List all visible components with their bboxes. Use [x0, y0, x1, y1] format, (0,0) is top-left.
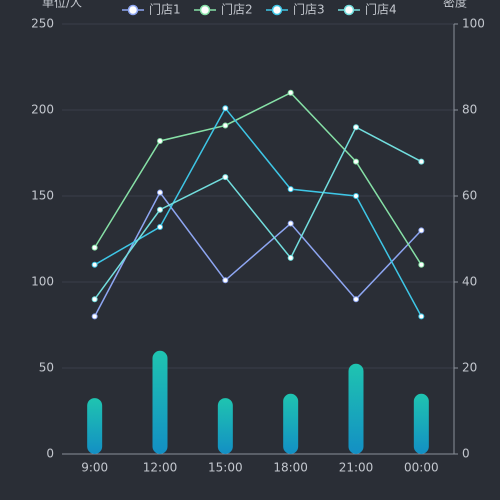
bar: [413, 393, 429, 454]
point: [91, 261, 98, 268]
line: [94, 191, 422, 317]
y-tick-label: 150: [31, 189, 54, 203]
point: [222, 105, 229, 112]
x-tick-label: 12:00: [143, 461, 178, 475]
point: [91, 244, 98, 251]
point: [418, 313, 425, 320]
point: [91, 313, 98, 320]
legend-marker: [199, 4, 211, 16]
legend-label: 门店4: [365, 2, 397, 17]
point: [222, 174, 229, 181]
y2-tick-label: 60: [462, 189, 477, 203]
y2-axis-title: 密度: [443, 0, 467, 10]
point: [157, 189, 163, 196]
point: [353, 124, 359, 131]
point: [157, 223, 163, 230]
point: [418, 227, 425, 234]
legend-label: 门店1: [149, 2, 181, 17]
y-tick-label: 200: [31, 103, 54, 117]
point: [157, 137, 163, 144]
point: [287, 186, 294, 193]
point: [418, 261, 425, 268]
point: [222, 277, 229, 284]
point: [222, 122, 229, 129]
point: [287, 89, 294, 96]
y-tick-label: 50: [39, 361, 54, 375]
bar: [348, 363, 364, 454]
bar: [283, 393, 299, 454]
x-tick-label: 15:00: [208, 461, 243, 475]
point: [418, 158, 425, 165]
bar: [152, 350, 168, 454]
y-tick-label: 250: [31, 17, 54, 31]
point: [353, 296, 359, 303]
y2-tick-label: 100: [462, 17, 485, 31]
x-tick-label: 18:00: [273, 461, 308, 475]
x-tick-label: 00:00: [404, 461, 439, 475]
point: [91, 296, 98, 303]
x-tick-label: 9:00: [81, 461, 108, 475]
y2-tick-label: 0: [462, 447, 470, 461]
line: [94, 126, 422, 300]
legend-marker: [343, 4, 355, 16]
bar: [87, 398, 103, 454]
point: [353, 193, 359, 199]
point: [157, 206, 163, 213]
y2-tick-label: 40: [462, 275, 477, 289]
point: [353, 158, 359, 165]
legend-marker: [127, 4, 139, 16]
legend-label: 门店3: [293, 2, 325, 17]
line: [94, 106, 422, 317]
y-tick-label: 0: [46, 447, 54, 461]
legend-label: 门店2: [221, 2, 253, 17]
legend-marker: [271, 4, 283, 16]
bar: [217, 398, 233, 454]
y2-tick-label: 80: [462, 103, 477, 117]
y-tick-label: 100: [31, 275, 54, 289]
point: [287, 220, 294, 227]
y-axis-title: 单位/人: [42, 0, 82, 10]
line: [94, 91, 422, 266]
x-tick-label: 21:00: [339, 461, 374, 475]
point: [287, 254, 294, 261]
y2-tick-label: 20: [462, 361, 477, 375]
